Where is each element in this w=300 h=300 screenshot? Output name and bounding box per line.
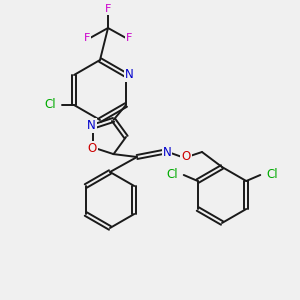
- Text: Cl: Cl: [166, 167, 178, 181]
- Text: O: O: [88, 142, 97, 155]
- Text: F: F: [126, 33, 132, 43]
- Text: F: F: [84, 33, 90, 43]
- Text: N: N: [163, 146, 171, 158]
- Text: F: F: [105, 4, 111, 14]
- Text: N: N: [124, 68, 134, 82]
- Text: N: N: [87, 119, 96, 132]
- Text: O: O: [182, 151, 190, 164]
- Text: Cl: Cl: [266, 167, 278, 181]
- Text: Cl: Cl: [44, 98, 56, 112]
